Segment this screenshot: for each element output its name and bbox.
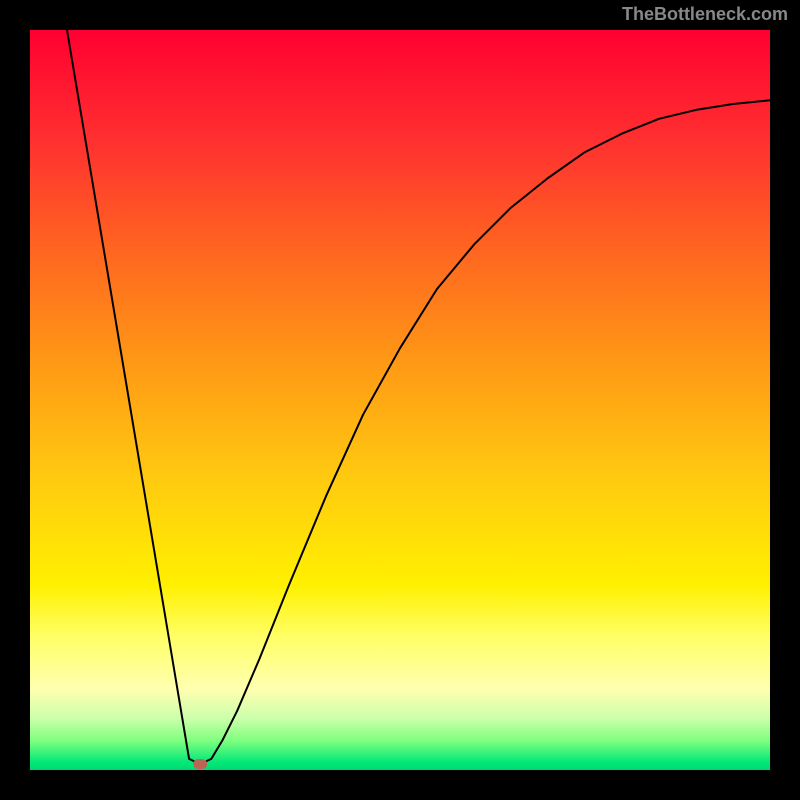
minimum-marker — [193, 759, 207, 769]
gradient-background — [30, 30, 770, 770]
chart-svg — [30, 30, 770, 770]
chart-container: TheBottleneck.com — [0, 0, 800, 800]
watermark-text: TheBottleneck.com — [622, 4, 788, 25]
plot-area — [30, 30, 770, 770]
